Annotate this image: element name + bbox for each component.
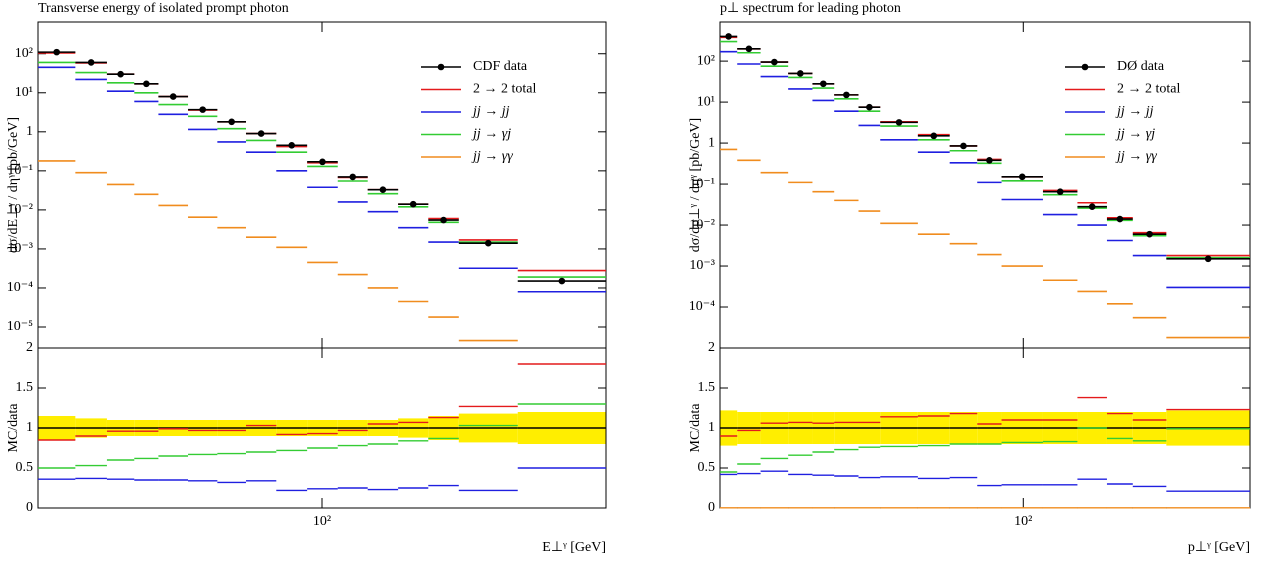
data-point	[169, 93, 177, 100]
data-point	[288, 142, 296, 149]
data-point	[1204, 255, 1212, 263]
y-axis-label: MC/data	[6, 403, 21, 453]
data-point	[843, 91, 850, 99]
legend-swatch	[1081, 63, 1089, 71]
data-point	[349, 173, 357, 181]
data-point	[484, 239, 492, 247]
y-tick-label: 1	[708, 135, 715, 150]
data-point	[228, 118, 235, 126]
legend-label: jj → jj	[1115, 104, 1154, 119]
data-point	[725, 33, 732, 40]
data-point	[1018, 173, 1026, 181]
data-point	[797, 70, 804, 77]
data-point	[87, 59, 95, 66]
y-tick-label: 10¹	[15, 85, 33, 100]
y-tick-label: 1	[26, 420, 33, 435]
legend-label: jj → jj	[471, 104, 510, 119]
data-point	[771, 58, 778, 66]
data-point	[409, 200, 417, 208]
data-point	[1056, 188, 1064, 196]
data-point	[986, 157, 993, 164]
y-axis-label: dσ/dE⊥ᵞ / dηᵞ [pb/GeV]	[6, 117, 21, 253]
y-tick-label: 10⁻⁴	[7, 280, 33, 295]
data-point	[558, 277, 566, 285]
legend-label: CDF data	[473, 59, 528, 74]
legend-label: 2 → 2 total	[1117, 82, 1180, 97]
data-point	[745, 45, 753, 53]
y-tick-label: 0.5	[16, 460, 34, 475]
data-point	[1116, 215, 1124, 223]
chart-title: p⊥ spectrum for leading photon	[720, 1, 901, 16]
data-point	[199, 106, 206, 113]
data-point	[895, 119, 903, 126]
x-tick-label: 10²	[1014, 514, 1032, 529]
x-axis-label: p⊥ᵞ [GeV]	[1188, 540, 1250, 555]
data-point	[866, 103, 873, 111]
legend-label: DØ data	[1117, 59, 1165, 74]
y-tick-label: 1.5	[16, 380, 34, 395]
legend-label: jj → γj	[1115, 127, 1155, 142]
y-tick-label: 2	[26, 340, 33, 355]
data-point	[257, 130, 265, 137]
legend-label: 2 → 2 total	[473, 82, 536, 97]
data-point	[379, 186, 387, 193]
legend-label: jj → γγ	[471, 149, 513, 164]
y-tick-label: 10²	[697, 53, 715, 68]
x-tick-label: 10²	[313, 514, 331, 529]
data-point	[143, 80, 150, 88]
chart-title: Transverse energy of isolated prompt pho…	[38, 1, 289, 16]
y-tick-label: 10⁻³	[7, 241, 33, 256]
y-tick-label: 2	[708, 340, 715, 355]
data-point	[820, 80, 827, 88]
data-point	[319, 158, 326, 166]
y-tick-label: 10¹	[697, 94, 715, 109]
data-point	[930, 132, 938, 140]
y-tick-label: 1.5	[698, 380, 716, 395]
y-tick-label: 0	[708, 500, 715, 515]
y-tick-label: 1	[708, 420, 715, 435]
data-point	[117, 70, 124, 78]
y-tick-label: 0	[26, 500, 33, 515]
y-tick-label: 1	[26, 124, 33, 139]
data-point	[1146, 230, 1153, 238]
y-tick-label: 10⁻¹	[7, 163, 33, 178]
data-point	[53, 48, 60, 56]
x-axis-label: E⊥ᵞ [GeV]	[542, 540, 606, 555]
y-tick-label: 10⁻²	[689, 217, 715, 232]
legend-label: jj → γγ	[1115, 149, 1157, 164]
y-tick-label: 10⁻³	[689, 258, 715, 273]
y-tick-label: 10⁻²	[7, 202, 33, 217]
y-tick-label: 0.5	[698, 460, 716, 475]
y-tick-label: 10²	[15, 46, 33, 61]
data-point	[440, 216, 447, 224]
legend-label: jj → γj	[471, 127, 511, 142]
y-axis-label: MC/data	[688, 403, 703, 453]
y-tick-label: 10⁻¹	[689, 176, 715, 191]
y-tick-label: 10⁻⁵	[7, 319, 33, 334]
y-tick-label: 10⁻⁴	[689, 299, 715, 314]
data-point	[1088, 203, 1096, 211]
legend-swatch	[437, 63, 445, 71]
data-point	[960, 142, 967, 150]
y-axis-label: dσ/dp⊥ᵞ / dηᵞ [pb/GeV]	[688, 118, 703, 252]
